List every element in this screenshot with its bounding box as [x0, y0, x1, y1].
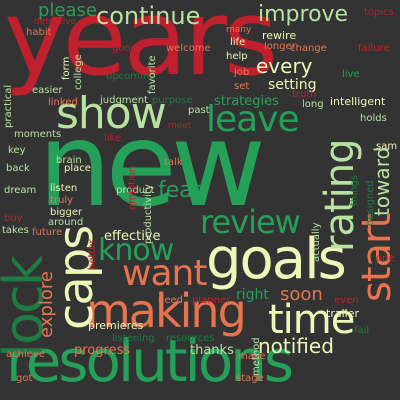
- word-effective: effective: [104, 229, 161, 244]
- word-resolutions: resolutions: [6, 327, 294, 395]
- word-dream: dream: [4, 185, 37, 196]
- word-live: live: [342, 69, 360, 80]
- word-want: want: [122, 253, 207, 294]
- word-moments: moments: [14, 129, 62, 140]
- word-long: long: [302, 99, 324, 110]
- word-meet: meet: [168, 121, 192, 131]
- word-product: product: [116, 185, 155, 196]
- word-got: got: [16, 373, 33, 384]
- word-buy: buy: [4, 213, 23, 224]
- word-form: form: [61, 56, 72, 80]
- word-brain: brain: [56, 155, 82, 166]
- word-soon: soon: [280, 284, 323, 305]
- word-help: help: [226, 51, 248, 62]
- word-trailer: trailer: [326, 307, 359, 320]
- word-goals: goals: [206, 227, 347, 292]
- word-set: set: [234, 81, 250, 92]
- word-fear: fear: [158, 178, 202, 203]
- word-habit: habit: [26, 27, 52, 38]
- word-listening: listening: [112, 333, 155, 344]
- word-progress: progress: [74, 343, 131, 358]
- word-planner: planner: [192, 295, 231, 306]
- word-strategies: strategies: [214, 94, 279, 109]
- word-talk: talk: [164, 157, 183, 168]
- word-linked: linked: [48, 97, 78, 108]
- word-explore: explore: [36, 271, 57, 338]
- word-detective: detective: [34, 17, 77, 27]
- word-key: key: [8, 145, 26, 156]
- word-good: good: [112, 43, 137, 54]
- word-setting: setting: [268, 77, 317, 93]
- word-achieve: achieve: [6, 349, 45, 360]
- word-continue: continue: [96, 2, 201, 30]
- word-like: like: [104, 133, 122, 144]
- word-actually: actually: [311, 222, 322, 263]
- word-past: past: [188, 105, 210, 116]
- word-listen: listen: [50, 183, 78, 194]
- word-better: better: [87, 239, 98, 270]
- word-future: future: [32, 227, 63, 238]
- word-making: making: [86, 284, 247, 338]
- word-method: method: [251, 337, 262, 376]
- word-back: back: [6, 163, 30, 174]
- word-bigger: bigger: [50, 207, 83, 218]
- word-ambition: ambition: [127, 165, 138, 210]
- word-practical: practical: [3, 84, 14, 128]
- word-stage: stage: [236, 373, 264, 384]
- word-premieres: premieres: [88, 319, 144, 332]
- word-failure: failure: [358, 43, 390, 54]
- word-purpose: purpose: [152, 95, 193, 106]
- word-job: job: [234, 67, 250, 78]
- word-judgment: judgment: [100, 95, 148, 106]
- word-need: need: [158, 295, 183, 306]
- word-make: make: [238, 351, 266, 362]
- word-review: review: [200, 203, 301, 241]
- word-takes: takes: [2, 225, 29, 236]
- word-productivity: productivity: [143, 184, 154, 244]
- word-every: every: [256, 54, 313, 78]
- word-notified: notified: [258, 334, 334, 358]
- word-resources: resources: [166, 333, 215, 344]
- word-thanks: thanks: [190, 343, 234, 358]
- word-sam: sam: [376, 141, 398, 152]
- word-show: show: [56, 88, 167, 139]
- word-easier: easier: [32, 85, 63, 96]
- word-time: time: [268, 297, 355, 343]
- word-new: new: [38, 98, 266, 233]
- word-welcome: welcome: [166, 43, 211, 54]
- word-college: college: [73, 54, 84, 90]
- word-designed: designed: [365, 180, 376, 226]
- word-improve: improve: [258, 2, 349, 27]
- word-topics: topics: [364, 7, 394, 18]
- word-rewire: rewire: [262, 29, 297, 42]
- word-intelligent: intelligent: [330, 95, 386, 108]
- word-truth: truth: [292, 89, 317, 100]
- word-even: even: [334, 295, 359, 306]
- word-longer: longer: [264, 41, 296, 52]
- word-fail: fail: [354, 325, 370, 336]
- word-leave: leave: [206, 99, 300, 140]
- word-years: years: [4, 0, 278, 99]
- word-know: know: [98, 233, 174, 268]
- word-one: one: [376, 253, 395, 264]
- word-right: right: [236, 287, 269, 303]
- word-favorite: favorite: [147, 55, 158, 94]
- word-place: place: [64, 163, 91, 174]
- word-life: life: [230, 37, 246, 48]
- word-around: around: [48, 217, 84, 228]
- word-upcoming: upcoming: [106, 71, 156, 82]
- word-things: things: [349, 175, 360, 206]
- word-holds: holds: [360, 113, 387, 124]
- word-please: please: [38, 0, 97, 21]
- word-many: many: [226, 25, 252, 35]
- word-truly: truly: [50, 195, 74, 206]
- word-change: change: [290, 43, 327, 54]
